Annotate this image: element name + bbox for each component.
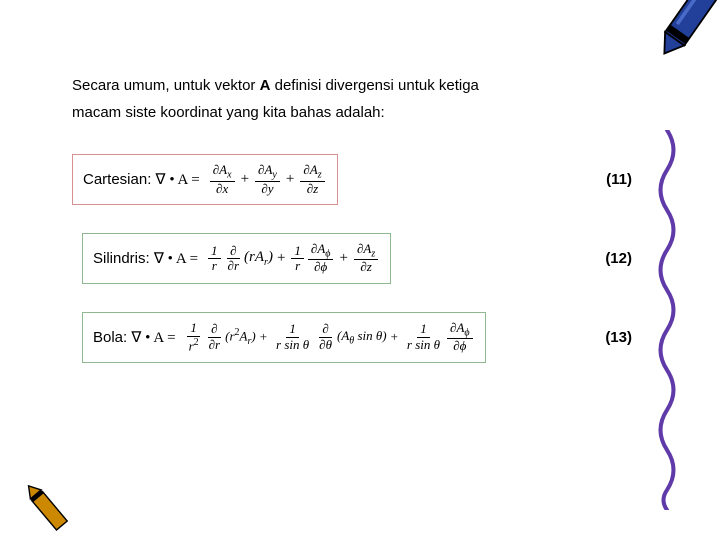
equation-row-silindris: Silindris: ∇ • A = 1r ∂∂r (rAr) + 1r ∂Aϕ… — [82, 233, 632, 284]
equation-box-cartesian: Cartesian: ∇ • A = ∂Ax∂x + ∂Ay∂y + ∂Az∂z — [72, 154, 338, 205]
intro-line1-pre: Secara umum, untuk vektor — [72, 77, 260, 94]
squiggle-decoration — [652, 130, 682, 510]
equation-row-bola: Bola: ∇ • A = 1r2 ∂∂r (r2Ar) + 1r sin θ … — [82, 312, 632, 363]
crayon-icon — [20, 478, 90, 548]
content-area: Secara umum, untuk vektor A definisi div… — [72, 72, 632, 391]
eq-label-silindris: Silindris: ∇ • A = — [93, 249, 198, 268]
eq-number-11: (11) — [576, 171, 632, 188]
intro-text: Secara umum, untuk vektor A definisi div… — [72, 72, 632, 126]
eq-math-silindris: 1r ∂∂r (rAr) + 1r ∂Aϕ∂ϕ + ∂Az∂z — [206, 242, 380, 275]
intro-line2: macam siste koordinat yang kita bahas ad… — [72, 104, 385, 121]
eq-label-bola: Bola: ∇ • A = — [93, 328, 176, 347]
crayon-icon — [640, 0, 720, 80]
eq-math-cartesian: ∂Ax∂x + ∂Ay∂y + ∂Az∂z — [208, 163, 327, 196]
eq-number-12: (12) — [575, 250, 632, 267]
intro-line1-post: definisi divergensi untuk ketiga — [270, 77, 478, 94]
eq-number-13: (13) — [575, 329, 632, 346]
intro-vector: A — [260, 77, 271, 94]
eq-label-cartesian: Cartesian: ∇ • A = — [83, 170, 200, 189]
equation-row-cartesian: Cartesian: ∇ • A = ∂Ax∂x + ∂Ay∂y + ∂Az∂z… — [72, 154, 632, 205]
eq-math-bola: 1r2 ∂∂r (r2Ar) + 1r sin θ ∂∂θ (Aθ sin θ)… — [184, 321, 475, 354]
equation-box-bola: Bola: ∇ • A = 1r2 ∂∂r (r2Ar) + 1r sin θ … — [82, 312, 486, 363]
equation-box-silindris: Silindris: ∇ • A = 1r ∂∂r (rAr) + 1r ∂Aϕ… — [82, 233, 391, 284]
